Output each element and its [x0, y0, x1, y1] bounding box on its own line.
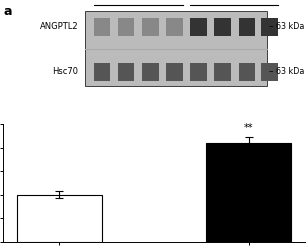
Bar	[214, 18, 231, 36]
Bar	[94, 18, 110, 36]
Bar	[238, 63, 255, 81]
Text: ANGPTL2: ANGPTL2	[40, 22, 79, 31]
Bar	[142, 18, 159, 36]
Bar	[85, 11, 267, 86]
Text: 63 kDa: 63 kDa	[276, 67, 305, 76]
Bar	[166, 63, 183, 81]
Text: a: a	[3, 5, 12, 18]
Bar	[261, 18, 278, 36]
Bar	[214, 63, 231, 81]
Text: **: **	[244, 123, 253, 133]
Bar	[190, 63, 207, 81]
Text: –: –	[269, 67, 273, 76]
Bar	[238, 18, 255, 36]
Text: 63 kDa: 63 kDa	[276, 22, 305, 31]
Bar	[118, 18, 134, 36]
Bar	[142, 63, 159, 81]
Text: –: –	[269, 22, 273, 31]
Text: Hsc70: Hsc70	[53, 67, 79, 76]
Bar	[118, 63, 134, 81]
Bar	[166, 18, 183, 36]
Bar	[94, 63, 110, 81]
Bar	[17, 195, 102, 242]
Bar	[261, 63, 278, 81]
Text: TAC: TAC	[225, 0, 242, 2]
Bar	[206, 143, 291, 242]
Bar	[190, 18, 207, 36]
Text: Sham: Sham	[125, 0, 151, 2]
